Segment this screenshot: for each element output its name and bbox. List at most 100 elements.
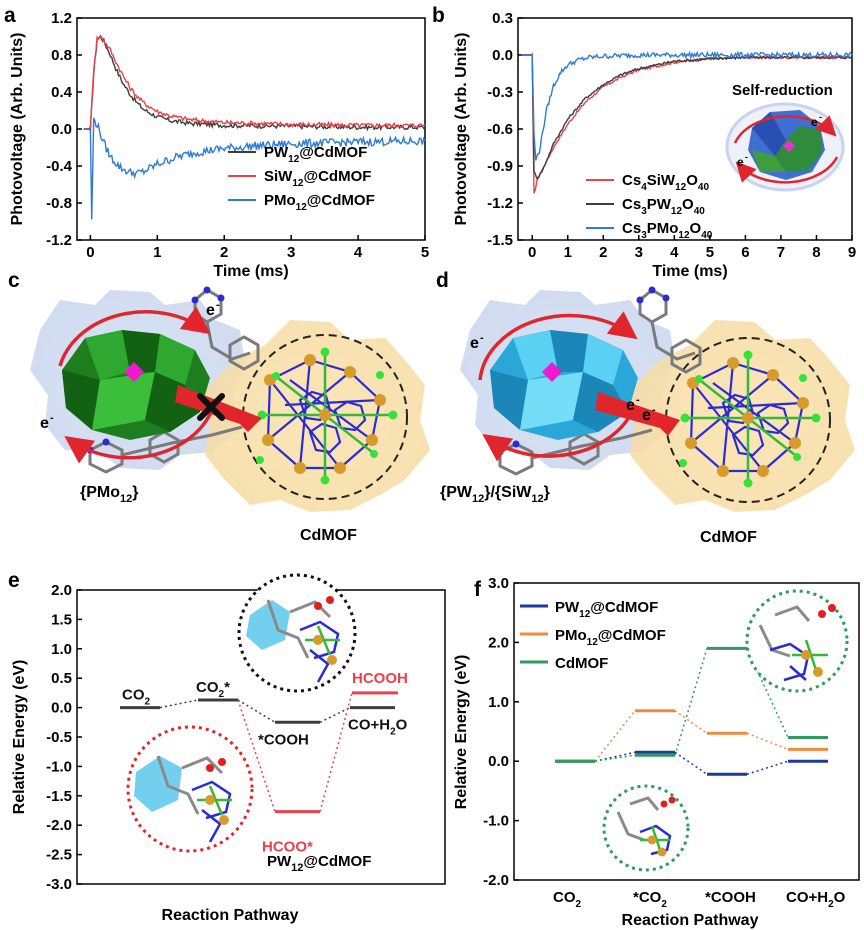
electron-label-d2: e bbox=[626, 397, 635, 414]
x-tick-label: 2 bbox=[220, 244, 228, 261]
level-connector bbox=[237, 699, 276, 723]
electron-sup-d2: - bbox=[636, 394, 640, 406]
x-axis-label-a: Time (ms) bbox=[213, 263, 288, 280]
block-x-icon bbox=[197, 393, 225, 421]
y-tick-label: -1.0 bbox=[483, 813, 509, 830]
series-line-a-0 bbox=[83, 34, 426, 132]
x-tick-label: 0 bbox=[528, 244, 536, 261]
series-line-a-1 bbox=[83, 35, 426, 133]
y-tick-label: 1.5 bbox=[51, 611, 72, 628]
y-tick-label: 0.0 bbox=[488, 753, 509, 770]
y-tick-label: -1.5 bbox=[487, 232, 513, 249]
electron-label-d3: e bbox=[642, 407, 651, 424]
x-axis-label-b: Time (ms) bbox=[652, 263, 727, 280]
self-reduction-annotation: Self-reduction bbox=[732, 82, 833, 99]
legend-label: CdMOF bbox=[555, 655, 608, 672]
level-connector-f bbox=[746, 760, 789, 775]
legend-label: Cs3PW12O40 bbox=[622, 196, 705, 217]
mof-dashed-circle-d bbox=[665, 337, 831, 503]
series-line-a-2 bbox=[83, 117, 426, 220]
level-connector bbox=[319, 692, 353, 812]
electron-sup-d3: - bbox=[652, 404, 656, 416]
y-tick-label: 0.0 bbox=[51, 121, 72, 138]
chart-b: 0 1 2 3 4 5 6 7 8 9 -1.5 -1.2 -0.9 -0.6 -0.3 0.0 0.3 Cs4… bbox=[453, 10, 856, 280]
inset-cdmof-cooh-structure bbox=[745, 589, 849, 693]
inset-hcoo-structure bbox=[126, 725, 254, 853]
pmo12-label: {PMo12} bbox=[80, 484, 138, 505]
electron-sup-c2: - bbox=[50, 412, 54, 424]
y-tick-label: 1.0 bbox=[488, 694, 509, 711]
x-axis-label-f: Reaction Pathway bbox=[622, 912, 759, 929]
electron-sup-d1: - bbox=[480, 332, 484, 344]
y-tick-label: -1.2 bbox=[46, 232, 72, 249]
x-axis-label-e: Reaction Pathway bbox=[162, 907, 299, 924]
electron-label-b1: e bbox=[811, 115, 818, 129]
inset-cdmof-co2-structure bbox=[602, 784, 690, 872]
electron-label-b2: e bbox=[737, 155, 744, 169]
x-tick-label: 0 bbox=[86, 244, 94, 261]
level-connector-f bbox=[594, 710, 636, 762]
chart-a: 0 1 2 3 4 5 -1.2 -0.8 -0.4 0.0 0.4 0.8 1.2 PW12@CdMO… bbox=[9, 10, 429, 280]
y-tick-label: -2.0 bbox=[46, 817, 72, 834]
inset-co2-adsorbed-structure bbox=[237, 573, 357, 693]
x-tick-label: 8 bbox=[812, 244, 820, 261]
y-tick-label: -1.5 bbox=[46, 788, 72, 805]
y-tick-label: -1.0 bbox=[46, 758, 72, 775]
panel-label-f: f bbox=[474, 578, 482, 601]
electron-label-c2: e bbox=[40, 415, 49, 432]
structure-c: e - e - {PMo12} CdMOF bbox=[30, 286, 430, 544]
y-tick-label: -0.6 bbox=[487, 121, 513, 138]
level-connector bbox=[159, 699, 199, 709]
level-connector bbox=[319, 706, 351, 723]
y-tick-label: -0.5 bbox=[46, 729, 72, 746]
y-axis-label-b: Photovoltage (Arb. Units) bbox=[453, 33, 470, 226]
energy-level-label-coh2o: CO+H2O bbox=[348, 717, 408, 738]
y-tick-label: 3.0 bbox=[488, 575, 509, 592]
y-tick-label: -0.8 bbox=[46, 195, 72, 212]
energy-level-label-co2: CO2 bbox=[122, 687, 151, 708]
x-tick-label: 1 bbox=[564, 244, 572, 261]
y-axis-label-e: Relative Energy (eV) bbox=[11, 660, 28, 815]
y-tick-label: 0.5 bbox=[51, 670, 72, 687]
x-tick-label: 5 bbox=[421, 244, 429, 261]
energy-level-label-cooh: *COOH bbox=[258, 731, 309, 748]
electron-sup-c1: - bbox=[216, 299, 220, 311]
x-tick-label: 7 bbox=[777, 244, 785, 261]
blocked-transfer-arrow bbox=[175, 385, 262, 432]
pw12-siw12-polyhedron bbox=[490, 330, 638, 440]
panel-label-d: d bbox=[436, 269, 449, 292]
pw12-siw12-label: {PW12}/{SiW12} bbox=[440, 484, 550, 505]
legend-label: PMo12@CdMOF bbox=[264, 192, 375, 213]
x-category-label: *COOH bbox=[705, 889, 756, 906]
series-line-b-0 bbox=[521, 52, 853, 194]
self-reduction-inset: e - e - bbox=[725, 102, 845, 192]
panel-label-c: c bbox=[8, 269, 20, 292]
chart-e: -3.0-2.5-2.0-1.5-1.0-0.50.00.51.01.52.0 … bbox=[11, 573, 446, 924]
y-axis-label-a: Photovoltage (Arb. Units) bbox=[9, 33, 26, 226]
cdmof-label-d: CdMOF bbox=[700, 529, 757, 546]
y-tick-label: -0.9 bbox=[487, 158, 513, 175]
y-tick-label: 0.8 bbox=[51, 47, 72, 64]
y-axis-label-f: Relative Energy (eV) bbox=[453, 655, 470, 810]
y-tick-label: -1.2 bbox=[487, 195, 513, 212]
x-tick-label: 3 bbox=[287, 244, 295, 261]
electron-sup-b1: - bbox=[819, 112, 822, 122]
y-tick-label: 0.4 bbox=[51, 84, 73, 101]
legend-label: Cs3PMo12O40 bbox=[622, 220, 713, 241]
electron-sup-b2: - bbox=[745, 152, 748, 162]
y-tick-label: -0.4 bbox=[46, 158, 73, 175]
legend-label: SiW12@CdMOF bbox=[264, 168, 371, 189]
y-tick-label: -2.5 bbox=[46, 847, 72, 864]
x-category-label: *CO2 bbox=[633, 889, 667, 910]
y-tick-label: 0.0 bbox=[492, 47, 513, 64]
y-tick-label: 1.0 bbox=[51, 641, 72, 658]
y-tick-label: 1.2 bbox=[51, 10, 72, 27]
x-category-label: CO2 bbox=[553, 889, 582, 910]
legend-label: PW12@CdMOF bbox=[264, 144, 367, 165]
series-line-b-2 bbox=[521, 50, 853, 161]
x-tick-label: 9 bbox=[848, 244, 856, 261]
plot-frame-f bbox=[513, 582, 860, 881]
mof-dashed-circle-c bbox=[242, 334, 408, 500]
electron-label-c1: e bbox=[206, 302, 215, 319]
